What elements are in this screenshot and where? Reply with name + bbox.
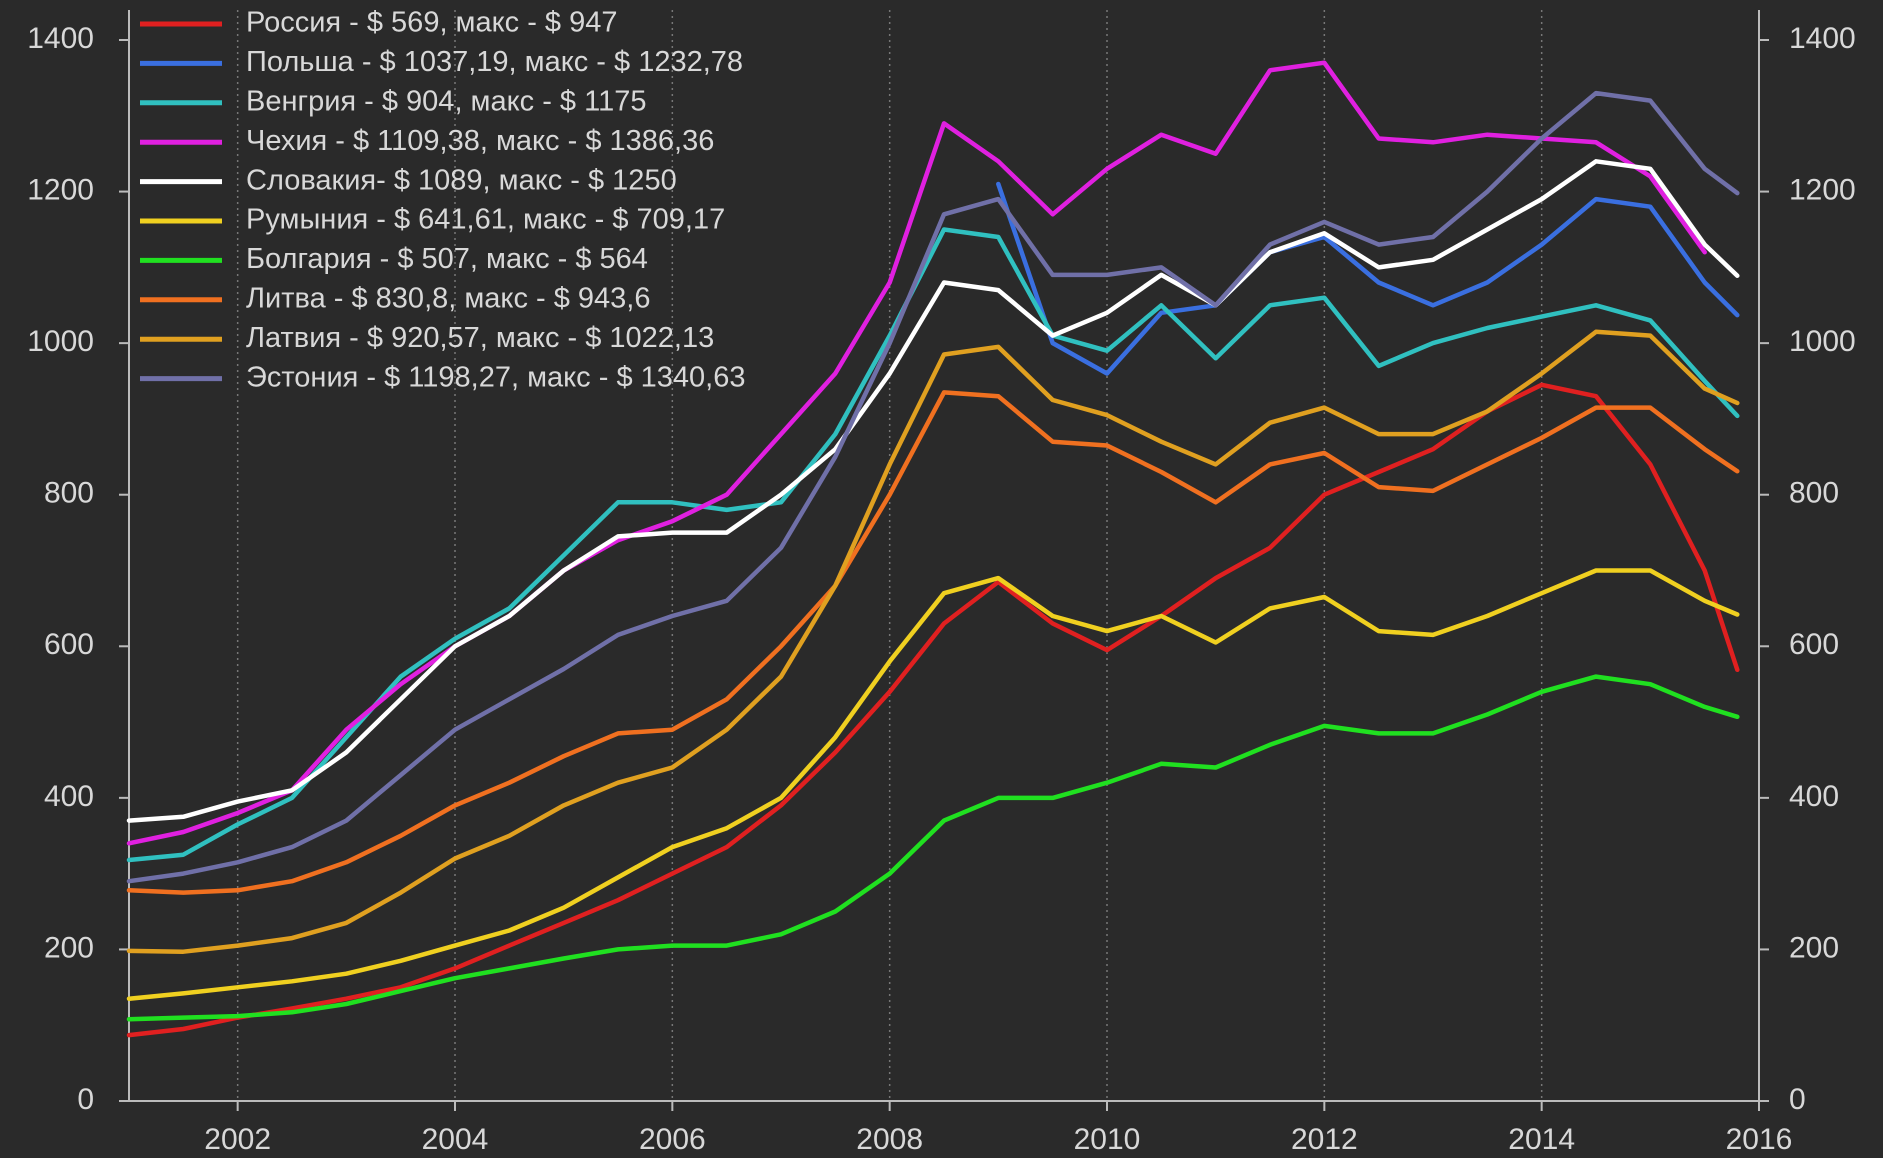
y2-tick-label: 1000 bbox=[1789, 325, 1856, 358]
y2-tick-label: 1200 bbox=[1789, 173, 1856, 206]
y2-tick-label: 0 bbox=[1789, 1083, 1806, 1116]
series-line bbox=[126, 568, 1740, 1001]
legend-label: Россия - $ 569, макс - $ 947 bbox=[246, 7, 617, 39]
series-line bbox=[126, 159, 1740, 823]
y-tick-label: 1200 bbox=[27, 173, 94, 206]
legend-label: Литва - $ 830,8, макс - $ 943,6 bbox=[246, 282, 650, 314]
legend-label: Венгрия - $ 904, макс - $ 1175 bbox=[246, 85, 646, 117]
legend-label: Румыния - $ 641,61, макс - $ 709,17 bbox=[246, 204, 725, 236]
y2-tick-label: 400 bbox=[1789, 780, 1839, 813]
y2-tick-label: 200 bbox=[1789, 931, 1839, 964]
legend-label: Латвия - $ 920,57, макс - $ 1022,13 bbox=[246, 322, 714, 354]
x-tick-label: 2010 bbox=[1074, 1123, 1141, 1156]
series-line bbox=[126, 390, 1740, 895]
series-line bbox=[126, 90, 1740, 884]
y2-tick-label: 1400 bbox=[1789, 22, 1856, 55]
y-tick-label: 0 bbox=[77, 1083, 94, 1116]
series-line bbox=[126, 329, 1740, 954]
y-tick-label: 400 bbox=[44, 780, 94, 813]
y-tick-label: 1000 bbox=[27, 325, 94, 358]
series-line bbox=[126, 60, 1707, 846]
series-line bbox=[126, 227, 1740, 863]
legend-label: Болгария - $ 507, макс - $ 564 bbox=[246, 243, 648, 275]
x-tick-label: 2002 bbox=[204, 1123, 271, 1156]
series-line bbox=[996, 181, 1740, 376]
y-tick-label: 200 bbox=[44, 931, 94, 964]
y-tick-label: 1400 bbox=[27, 22, 94, 55]
x-tick-label: 2016 bbox=[1726, 1123, 1793, 1156]
y2-tick-label: 800 bbox=[1789, 477, 1839, 510]
x-tick-label: 2004 bbox=[422, 1123, 489, 1156]
x-tick-label: 2006 bbox=[639, 1123, 706, 1156]
legend-label: Польша - $ 1037,19, макс - $ 1232,78 bbox=[246, 46, 743, 78]
x-tick-label: 2014 bbox=[1508, 1123, 1575, 1156]
x-tick-label: 2012 bbox=[1291, 1123, 1358, 1156]
legend-label: Эстония - $ 1198,27, макс - $ 1340,63 bbox=[246, 361, 745, 393]
legend-label: Словакия- $ 1089, макс - $ 1250 bbox=[246, 164, 677, 196]
y2-tick-label: 600 bbox=[1789, 628, 1839, 661]
y-tick-label: 800 bbox=[44, 477, 94, 510]
y-tick-label: 600 bbox=[44, 628, 94, 661]
series-line bbox=[126, 674, 1740, 1022]
legend-label: Чехия - $ 1109,38, макс - $ 1386,36 bbox=[246, 125, 714, 157]
x-tick-label: 2008 bbox=[856, 1123, 923, 1156]
